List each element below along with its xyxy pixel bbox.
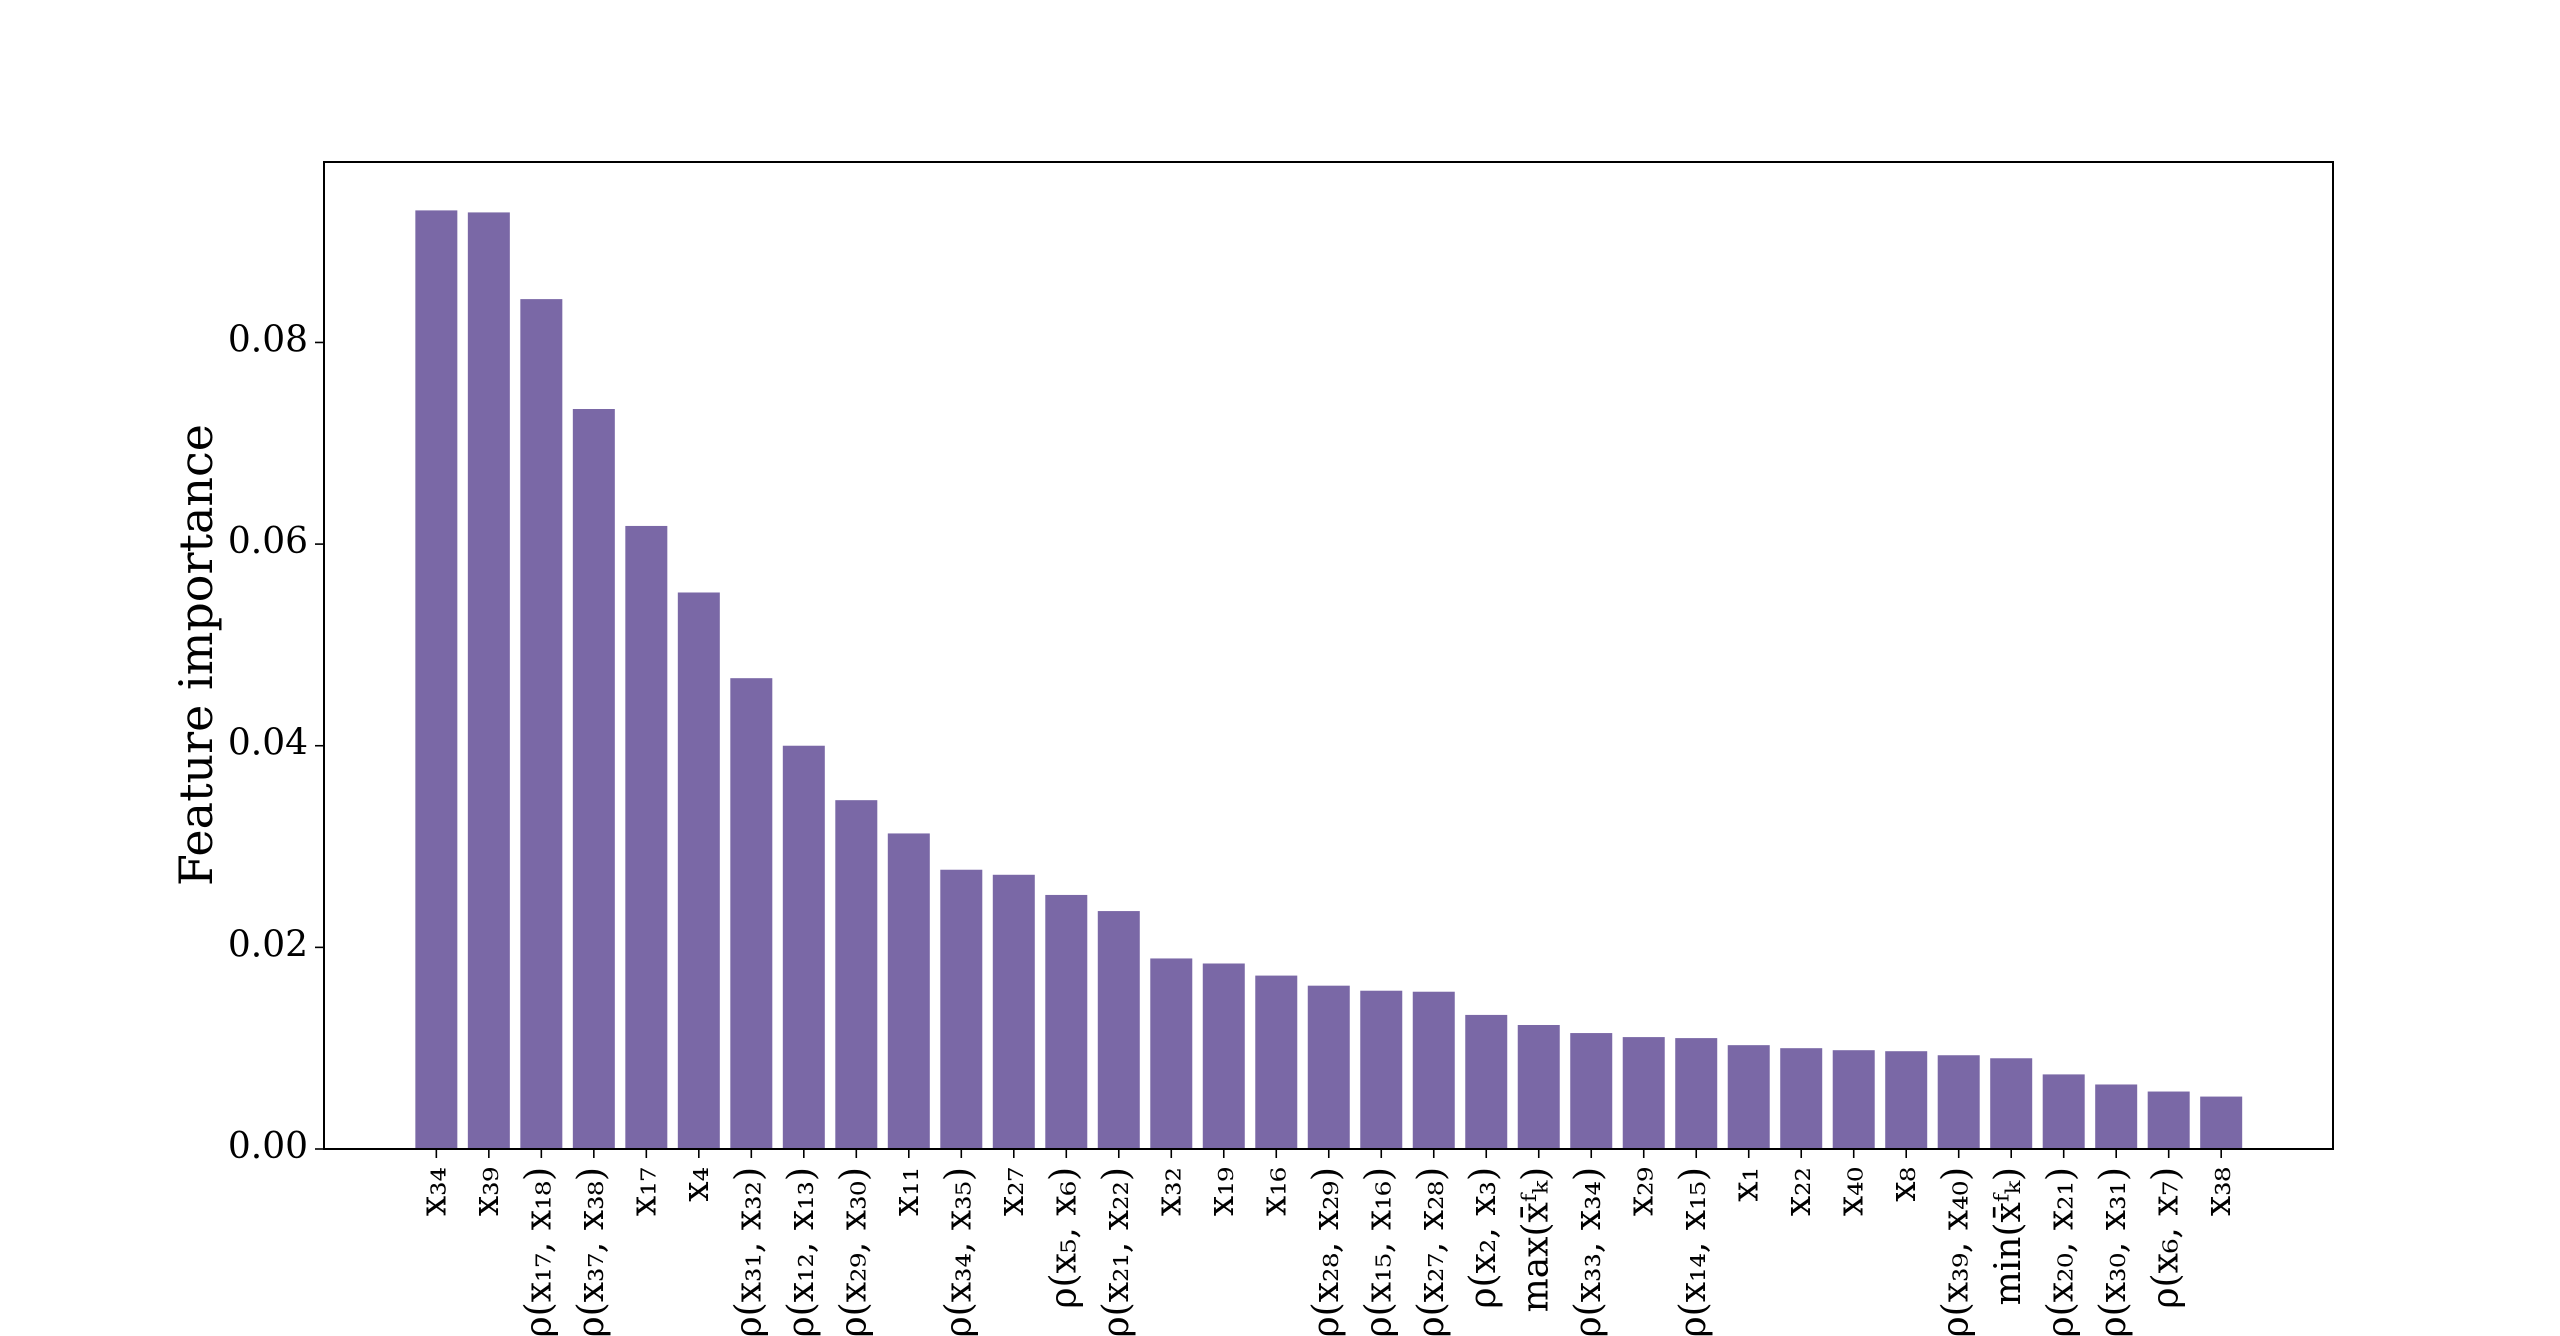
x-tick-label: ρ(x₁₇, x₁₈) [518, 1167, 559, 1336]
x-tick-label: x₁₁ [886, 1167, 927, 1216]
x-tick-label: ρ(x₁₄, x₁₅) [1673, 1167, 1714, 1336]
bar [887, 833, 930, 1149]
bar [1832, 1050, 1875, 1149]
bar [1202, 963, 1245, 1149]
x-tick-label: x₃₈ [2198, 1167, 2239, 1216]
bar [2042, 1074, 2085, 1149]
x-tick-label: x₁₇ [623, 1167, 664, 1216]
y-tick-label: 0.00 [228, 1126, 308, 1167]
x-tick-label: x₁₆ [1253, 1167, 1294, 1216]
x-tick-label: ρ(x₂₉, x₃₀) [833, 1167, 874, 1336]
bar [782, 745, 825, 1149]
bar [835, 800, 878, 1149]
x-tick-label: x₂₇ [991, 1167, 1032, 1216]
bar [992, 874, 1035, 1149]
y-tick-label: 0.08 [228, 319, 308, 360]
bar [1570, 1033, 1613, 1149]
x-tick-label: x₃₉ [466, 1167, 507, 1216]
bar [1885, 1051, 1928, 1149]
bar [572, 409, 615, 1149]
bar [415, 210, 458, 1150]
bar [2147, 1091, 2190, 1149]
bar [1045, 894, 1088, 1149]
x-tick-label: x₁ [1726, 1167, 1767, 1202]
bar [1150, 958, 1193, 1149]
axes-frame [323, 161, 2334, 1150]
x-tick-label: x₄₀ [1831, 1167, 1872, 1216]
x-tick-label: ρ(x₂₀, x₂₁) [2041, 1167, 2082, 1336]
bar [467, 212, 510, 1150]
x-tick-label: ρ(x₃₃, x₃₄) [1568, 1167, 1609, 1336]
bar [1622, 1037, 1665, 1149]
x-tick-label: ρ(x₂₈, x₂₉) [1306, 1167, 1347, 1336]
bar [625, 525, 668, 1149]
x-tick-label: x₂₂ [1778, 1167, 1819, 1216]
x-tick-label: x₃₄ [413, 1167, 454, 1216]
bar [1727, 1045, 1770, 1149]
x-tick-label: ρ(x₂₁, x₂₂) [1096, 1167, 1137, 1336]
bar [520, 299, 563, 1149]
x-tick-label: ρ(x₁₂, x₁₃) [781, 1167, 822, 1336]
y-tick-label: 0.02 [228, 924, 308, 965]
x-tick-label: max(x̄ᶠₖ) [1516, 1167, 1557, 1312]
x-tick-label: x₄ [676, 1167, 717, 1202]
x-tick-label: ρ(x₃₇, x₃₈) [571, 1167, 612, 1336]
bar [1097, 911, 1140, 1149]
y-axis-label: Feature importance [169, 424, 223, 886]
bar [1307, 985, 1350, 1149]
x-tick-label: ρ(x₃₀, x₃₁) [2093, 1167, 2134, 1336]
bar [1517, 1024, 1560, 1149]
x-tick-label: ρ(x₂, x₃) [1463, 1167, 1504, 1309]
x-tick-label: x₁₉ [1201, 1167, 1242, 1216]
bar [2200, 1096, 2243, 1149]
bar [1255, 975, 1298, 1149]
x-tick-label: min(x̄ᶠₖ) [1988, 1167, 2029, 1305]
y-tick-label: 0.04 [228, 723, 308, 764]
x-tick-label: ρ(x₃₄, x₃₅) [938, 1167, 979, 1336]
x-tick-label: ρ(x₆, x₇) [2146, 1167, 2187, 1309]
x-tick-label: x₈ [1883, 1167, 1924, 1202]
bar [730, 678, 773, 1149]
bar [1360, 990, 1403, 1149]
bar [940, 869, 983, 1149]
bar [1465, 1014, 1508, 1149]
x-tick-label: x₃₂ [1148, 1167, 1189, 1216]
bar [1675, 1038, 1718, 1149]
x-tick-label: ρ(x₃₉, x₄₀) [1936, 1167, 1977, 1336]
bar [1937, 1055, 1980, 1149]
x-tick-label: ρ(x₁₅, x₁₆) [1358, 1167, 1399, 1336]
y-tick-label: 0.06 [228, 521, 308, 562]
x-tick-label: ρ(x₃₁, x₃₂) [728, 1167, 769, 1336]
bar [677, 592, 720, 1149]
bar [1990, 1058, 2033, 1149]
bar [2095, 1084, 2138, 1149]
bar [1780, 1048, 1823, 1149]
x-tick-label: x₂₉ [1621, 1167, 1662, 1216]
x-tick-label: ρ(x₂₇, x₂₈) [1411, 1167, 1452, 1336]
x-tick-label: ρ(x₅, x₆) [1043, 1167, 1084, 1309]
bar [1412, 991, 1455, 1149]
